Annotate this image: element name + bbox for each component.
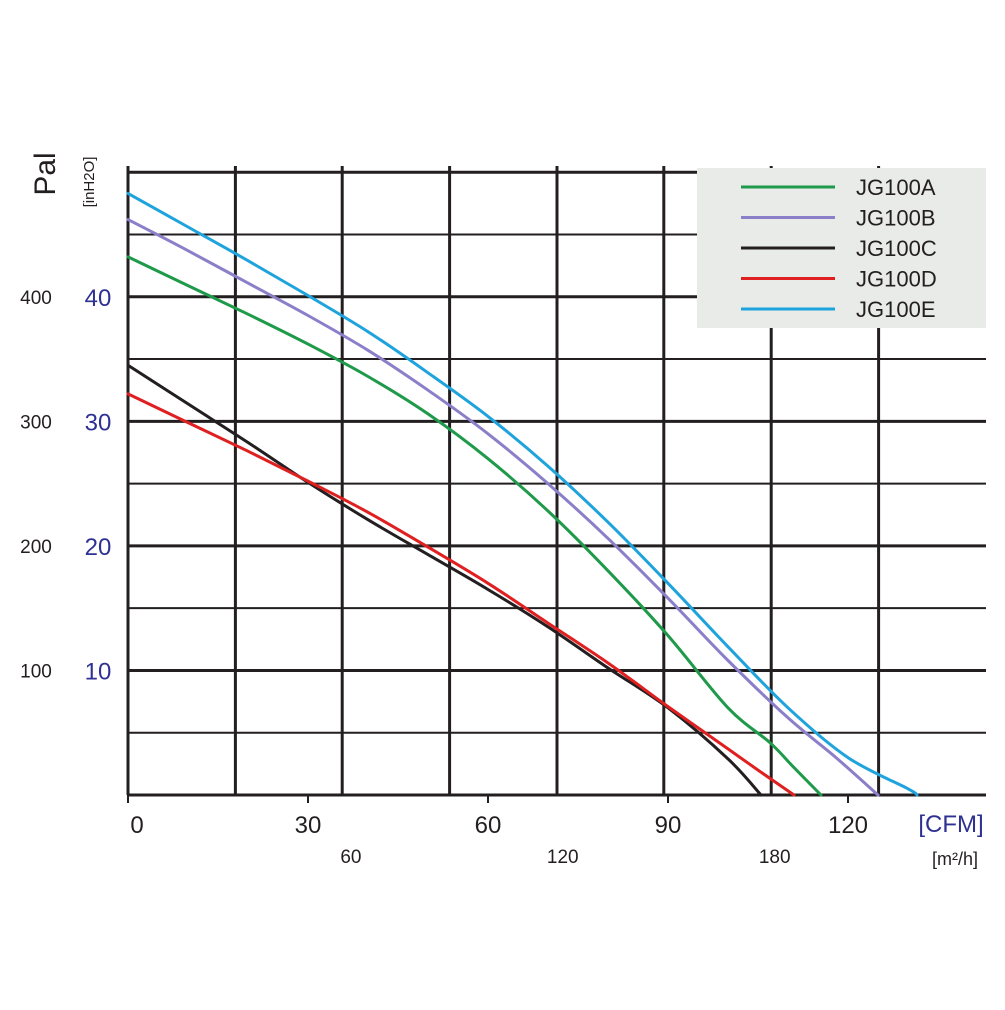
y-tick-label-pa-200: 200 bbox=[20, 537, 52, 558]
legend-label-jg100c: JG100C bbox=[856, 236, 937, 261]
legend: JG100A JG100B JG100C JG100D JG100E bbox=[697, 168, 986, 328]
y-axis-title-inh2o: [inH2O] bbox=[81, 157, 98, 208]
series-line-jg100a bbox=[126, 255, 823, 797]
axis-layer: Pal [inH2O] [CFM] [m²/h] 400300200100403… bbox=[20, 152, 984, 869]
legend-box bbox=[697, 168, 986, 328]
y-tick-label-inh2o-40: 40 bbox=[85, 285, 112, 312]
legend-label-jg100a: JG100A bbox=[856, 175, 936, 200]
series-layer bbox=[126, 191, 919, 797]
y-tick-label-pa-300: 300 bbox=[20, 412, 52, 433]
y-axis-title-pal: Pal bbox=[29, 152, 62, 195]
legend-label-jg100e: JG100E bbox=[856, 297, 936, 322]
y-tick-label-pa-100: 100 bbox=[20, 661, 52, 682]
y-tick-label-inh2o-10: 10 bbox=[85, 658, 112, 685]
x-tick-label-cfm-0: 0 bbox=[130, 812, 143, 839]
x-tick-label-m3h-180: 180 bbox=[759, 847, 791, 868]
legend-label-jg100b: JG100B bbox=[856, 206, 936, 231]
series-line-jg100b bbox=[126, 218, 880, 797]
legend-label-jg100d: JG100D bbox=[856, 267, 937, 292]
y-tick-label-inh2o-20: 20 bbox=[85, 534, 112, 561]
x-tick-label-cfm-30: 30 bbox=[295, 812, 322, 839]
grid-layer bbox=[126, 166, 986, 803]
y-tick-label-pa-400: 400 bbox=[20, 288, 52, 309]
series-line-jg100e bbox=[126, 191, 919, 797]
x-axis-unit-cfm: [CFM] bbox=[918, 811, 983, 838]
x-tick-label-cfm-60: 60 bbox=[475, 812, 502, 839]
x-tick-label-m3h-60: 60 bbox=[340, 847, 361, 868]
x-tick-label-m3h-120: 120 bbox=[547, 847, 579, 868]
x-tick-label-cfm-120: 120 bbox=[828, 812, 868, 839]
y-tick-label-inh2o-30: 30 bbox=[85, 409, 112, 436]
series-line-jg100d bbox=[126, 392, 796, 797]
x-axis-unit-m3h: [m²/h] bbox=[932, 849, 978, 869]
x-tick-label-cfm-90: 90 bbox=[655, 812, 682, 839]
